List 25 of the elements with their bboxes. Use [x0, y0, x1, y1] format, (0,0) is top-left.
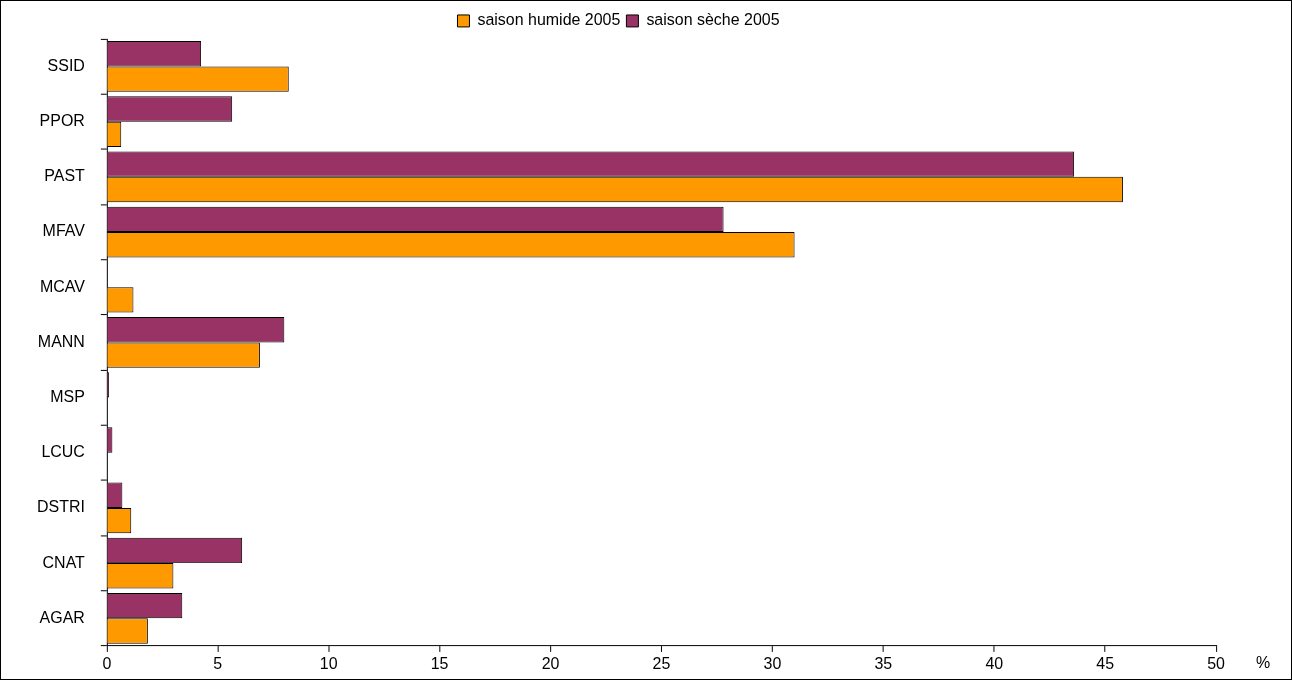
y-tick-label: DSTRI	[36, 498, 85, 516]
legend-label: saison sèche 2005	[646, 11, 780, 29]
x-tick-label: 15	[430, 654, 449, 672]
x-tick-label: 5	[213, 654, 223, 672]
y-tick-label: AGAR	[39, 608, 85, 626]
x-tick-label: 0	[102, 654, 112, 672]
legend-label: saison humide 2005	[477, 11, 621, 29]
x-tick-label: 20	[541, 654, 560, 672]
x-tick-label: 45	[1096, 654, 1115, 672]
x-tick-label: 30	[763, 654, 782, 672]
x-tick-label: 10	[319, 654, 338, 672]
y-tick-label: MSP	[50, 387, 85, 405]
x-tick-label: 35	[874, 654, 893, 672]
x-axis-title: %	[1256, 654, 1271, 672]
x-tick-label: 50	[1207, 654, 1226, 672]
x-tick-label: 25	[652, 654, 671, 672]
y-tick-label: MFAV	[42, 222, 86, 240]
y-tick-label: LCUC	[41, 443, 85, 461]
y-tick-label: CNAT	[42, 553, 86, 571]
y-tick-label: PPOR	[39, 112, 85, 130]
y-tick-label: MANN	[37, 332, 85, 350]
y-tick-label: MCAV	[39, 277, 86, 295]
y-tick-label: PAST	[44, 167, 86, 185]
x-tick-label: 40	[985, 654, 1004, 672]
y-tick-label: SSID	[47, 56, 85, 74]
